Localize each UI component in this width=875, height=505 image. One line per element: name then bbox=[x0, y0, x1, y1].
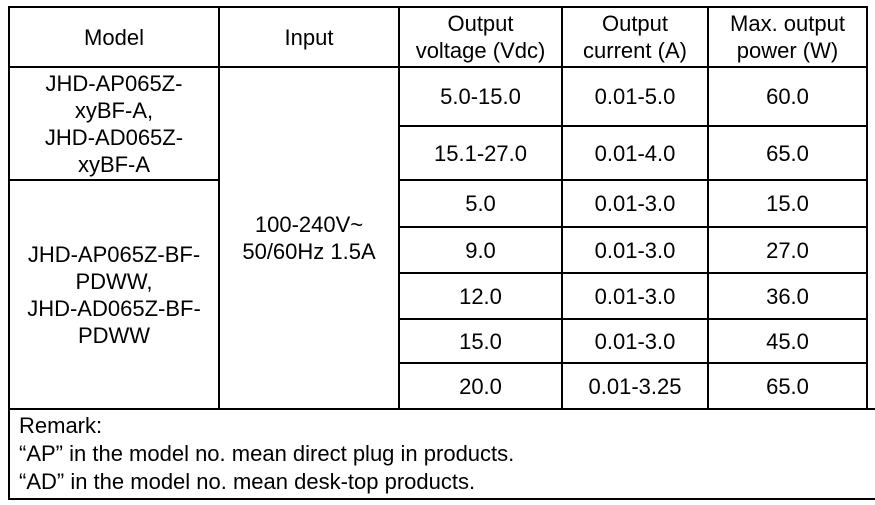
max-power-cell: 65.0 bbox=[707, 362, 868, 410]
output-current-cell: 0.01-3.0 bbox=[561, 318, 709, 364]
col-header-max-power: Max. output power (W) bbox=[707, 6, 868, 68]
table-row: 15.0 0.01-3.0 45.0 bbox=[9, 318, 868, 364]
spec-sheet: Model Input Output voltage (Vdc) Output … bbox=[8, 6, 875, 500]
remark-line-ap: “AP” in the model no. mean direct plug i… bbox=[19, 441, 515, 466]
output-current-cell: 0.01-3.25 bbox=[561, 362, 709, 410]
table-row: 15.1-27.0 0.01-4.0 65.0 bbox=[9, 125, 868, 181]
output-voltage-cell: 12.0 bbox=[398, 272, 563, 320]
col-header-model: Model bbox=[8, 6, 220, 68]
model-group-2-cell: JHD-AP065Z-BF- PDWW, JHD-AD065Z-BF- PDWW bbox=[8, 179, 220, 410]
output-voltage-cell: 5.0-15.0 bbox=[398, 66, 563, 127]
max-power-cell: 15.0 bbox=[707, 179, 868, 228]
output-voltage-cell: 15.0 bbox=[398, 318, 563, 364]
col-header-output-current: Output current (A) bbox=[561, 6, 709, 68]
header-row: Model Input Output voltage (Vdc) Output … bbox=[8, 6, 868, 68]
output-voltage-cell: 5.0 bbox=[398, 179, 563, 228]
output-voltage-cell: 15.1-27.0 bbox=[398, 125, 563, 181]
col-header-output-voltage: Output voltage (Vdc) bbox=[398, 6, 563, 68]
max-power-cell: 45.0 bbox=[707, 318, 868, 364]
output-voltage-cell: 20.0 bbox=[398, 362, 563, 410]
power-spec-table: Model Input Output voltage (Vdc) Output … bbox=[8, 6, 868, 410]
table-row: JHD-AP065Z-BF- PDWW, JHD-AD065Z-BF- PDWW… bbox=[8, 179, 868, 410]
output-current-cell: 0.01-5.0 bbox=[561, 66, 709, 127]
model-group-1-cell: JHD-AP065Z- xyBF-A, JHD-AD065Z- xyBF-A bbox=[8, 66, 220, 181]
table-row: 9.0 0.01-3.0 27.0 bbox=[9, 226, 868, 274]
input-cell: 100-240V~ 50/60Hz 1.5A bbox=[218, 66, 400, 410]
output-current-cell: 0.01-3.0 bbox=[561, 226, 709, 274]
table-row: 12.0 0.01-3.0 36.0 bbox=[9, 272, 868, 320]
max-power-cell: 27.0 bbox=[707, 226, 868, 274]
output-current-cell: 0.01-4.0 bbox=[561, 125, 709, 181]
table-row: 20.0 0.01-3.25 65.0 bbox=[9, 362, 868, 410]
output-current-cell: 0.01-3.0 bbox=[561, 272, 709, 320]
table-row: JHD-AP065Z- xyBF-A, JHD-AD065Z- xyBF-A 1… bbox=[8, 66, 868, 410]
max-power-cell: 60.0 bbox=[707, 66, 868, 127]
remark-title: Remark: bbox=[19, 413, 103, 438]
col-header-input: Input bbox=[218, 6, 400, 68]
max-power-cell: 36.0 bbox=[707, 272, 868, 320]
max-power-cell: 65.0 bbox=[707, 125, 868, 181]
remark-box: Remark: “AP” in the model no. mean direc… bbox=[8, 408, 875, 500]
output-current-cell: 0.01-3.0 bbox=[561, 179, 709, 228]
remark-line-ad: “AD” in the model no. mean desk-top prod… bbox=[19, 469, 476, 494]
output-voltage-cell: 9.0 bbox=[398, 226, 563, 274]
